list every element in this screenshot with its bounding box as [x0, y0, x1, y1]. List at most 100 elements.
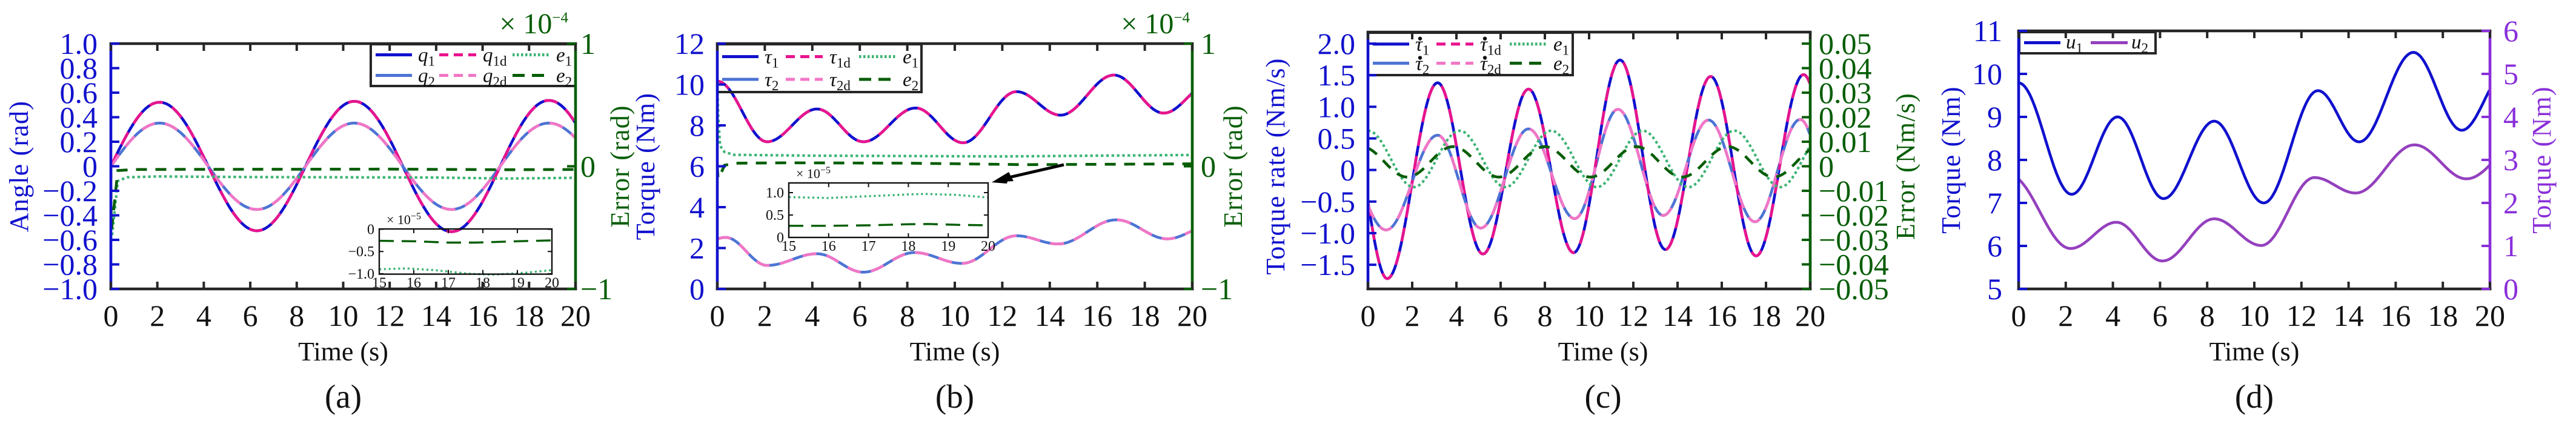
svg-text:(d): (d)	[2235, 378, 2274, 415]
svg-text:−0.5: −0.5	[1300, 185, 1355, 219]
svg-text:2: 2	[689, 231, 705, 265]
svg-text:0: 0	[1361, 299, 1376, 333]
svg-text:3: 3	[2503, 143, 2518, 177]
svg-text:0: 0	[580, 150, 596, 184]
svg-text:4: 4	[196, 299, 211, 333]
svg-text:4: 4	[1449, 299, 1464, 333]
svg-text:14: 14	[2334, 299, 2364, 333]
svg-text:4: 4	[2105, 299, 2120, 333]
svg-text:0.5: 0.5	[1318, 121, 1356, 155]
svg-text:−0.6: −0.6	[42, 223, 98, 257]
svg-text:4: 4	[2503, 100, 2518, 134]
svg-text:1.0: 1.0	[766, 185, 784, 201]
svg-text:8: 8	[1538, 299, 1553, 333]
svg-text:8: 8	[289, 299, 304, 333]
svg-text:−1.5: −1.5	[1300, 248, 1355, 282]
svg-text:20: 20	[2475, 299, 2505, 333]
svg-text:2: 2	[1405, 299, 1420, 333]
svg-text:0: 0	[2503, 272, 2518, 306]
svg-text:0.4: 0.4	[60, 101, 98, 134]
svg-text:16: 16	[468, 299, 498, 333]
svg-text:0.01: 0.01	[1819, 125, 1872, 159]
svg-text:11: 11	[1973, 14, 2002, 48]
svg-text:0: 0	[104, 299, 119, 333]
svg-text:20: 20	[1177, 299, 1207, 333]
svg-text:−1.0: −1.0	[348, 267, 374, 282]
svg-text:6: 6	[2503, 14, 2518, 48]
svg-text:Angle (rad): Angle (rad)	[4, 101, 34, 232]
svg-text:14: 14	[421, 299, 451, 333]
svg-text:18: 18	[1130, 299, 1160, 333]
svg-text:8: 8	[1987, 143, 2002, 177]
svg-text:−0.4: −0.4	[42, 199, 98, 233]
svg-text:1.0: 1.0	[60, 27, 98, 61]
svg-text:1.5: 1.5	[1318, 58, 1356, 92]
svg-text:16: 16	[1707, 299, 1737, 333]
svg-text:−0.5: −0.5	[348, 244, 374, 260]
svg-text:6: 6	[852, 299, 868, 333]
svg-text:14: 14	[1662, 299, 1693, 333]
svg-text:Torque (Nm): Torque (Nm)	[2527, 86, 2557, 234]
svg-text:10: 10	[1972, 57, 2002, 91]
svg-text:e2: e2	[903, 69, 918, 93]
svg-text:−1.0: −1.0	[1300, 216, 1355, 250]
svg-text:8: 8	[2200, 299, 2215, 333]
svg-text:2: 2	[2503, 186, 2518, 220]
svg-text:20: 20	[1795, 299, 1825, 333]
svg-text:0.03: 0.03	[1819, 76, 1872, 110]
svg-text:10: 10	[328, 299, 359, 333]
svg-text:20: 20	[981, 239, 995, 254]
svg-text:7: 7	[1987, 186, 2002, 220]
svg-text:−1: −1	[580, 272, 612, 306]
svg-text:(c): (c)	[1584, 378, 1621, 415]
svg-text:5: 5	[2503, 57, 2518, 91]
svg-text:6: 6	[243, 299, 258, 333]
svg-text:6: 6	[1493, 299, 1509, 333]
svg-text:0.5: 0.5	[766, 208, 784, 224]
svg-text:Torque (Nm): Torque (Nm)	[1936, 86, 1966, 234]
svg-text:Time (s): Time (s)	[298, 337, 388, 366]
svg-text:2: 2	[150, 299, 165, 333]
svg-text:0: 0	[689, 272, 705, 306]
svg-text:0.04: 0.04	[1819, 51, 1872, 85]
svg-text:16: 16	[2380, 299, 2411, 333]
svg-text:Time (s): Time (s)	[2209, 337, 2300, 366]
svg-text:9: 9	[1987, 100, 2002, 134]
svg-text:12: 12	[1618, 299, 1648, 333]
svg-text:0: 0	[2011, 299, 2027, 333]
svg-text:12: 12	[2286, 299, 2317, 333]
svg-text:(a): (a)	[325, 378, 362, 415]
svg-text:−0.8: −0.8	[42, 248, 98, 282]
svg-text:4: 4	[689, 190, 705, 224]
svg-text:2: 2	[757, 299, 772, 333]
svg-text:0.6: 0.6	[60, 76, 98, 110]
svg-text:−0.02: −0.02	[1819, 199, 1889, 233]
svg-text:6: 6	[2153, 299, 2168, 333]
svg-text:0: 0	[1819, 150, 1834, 184]
svg-text:20: 20	[560, 299, 591, 333]
svg-text:18: 18	[1751, 299, 1781, 333]
svg-text:14: 14	[1035, 299, 1065, 333]
svg-text:1: 1	[2503, 229, 2518, 263]
svg-text:1: 1	[1201, 27, 1216, 61]
svg-text:Time (s): Time (s)	[910, 337, 1000, 366]
svg-text:10: 10	[2239, 299, 2269, 333]
svg-text:5: 5	[1987, 272, 2002, 306]
svg-text:2: 2	[2058, 299, 2073, 333]
svg-text:4: 4	[805, 299, 820, 333]
svg-text:6: 6	[1987, 229, 2002, 263]
svg-text:18: 18	[901, 239, 915, 254]
svg-text:−1.0: −1.0	[42, 272, 98, 306]
svg-text:18: 18	[514, 299, 544, 333]
svg-text:Error (Nm/s): Error (Nm/s)	[1891, 93, 1920, 240]
svg-text:2.0: 2.0	[1318, 27, 1356, 61]
svg-text:0: 0	[367, 222, 374, 238]
svg-text:q1d: q1d	[483, 45, 507, 69]
svg-text:0: 0	[1340, 153, 1355, 187]
svg-text:0.8: 0.8	[60, 51, 98, 85]
svg-text:10: 10	[1574, 299, 1604, 333]
svg-text:0: 0	[710, 299, 725, 333]
svg-text:18: 18	[2428, 299, 2458, 333]
svg-text:0: 0	[777, 230, 784, 246]
svg-text:8: 8	[900, 299, 915, 333]
